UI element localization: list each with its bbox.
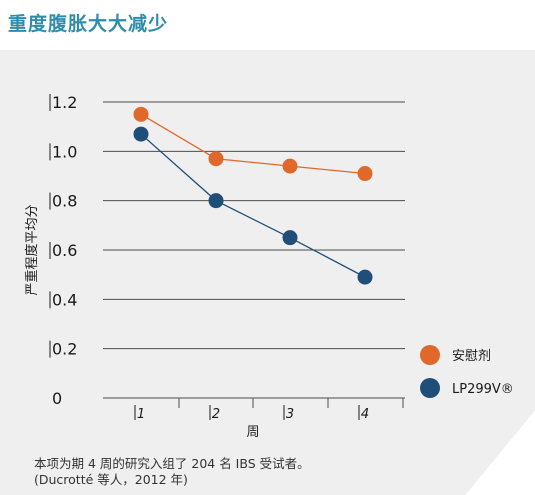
data-point: [133, 106, 149, 122]
legend-label: 安慰剂: [452, 349, 491, 364]
data-point: [208, 151, 224, 167]
x-tick-label: 1: [137, 407, 145, 422]
series-line: [140, 133, 366, 278]
study-note-line-1: 本项为期 4 周的研究入组了 204 名 IBS 受试者。: [34, 456, 310, 471]
legend-label: LP299V®: [452, 382, 514, 397]
x-tick-label: 3: [286, 407, 294, 422]
y-tick-label: 0.6: [52, 241, 77, 260]
y-tick-label: 0.4: [52, 290, 77, 309]
data-point: [282, 158, 298, 174]
y-tick-label: 0.2: [52, 340, 77, 359]
study-note-line-2: (Ducrotté 等人，2012 年): [34, 472, 188, 487]
x-tick-label: 2: [212, 407, 220, 422]
y-tick-label: 1.2: [52, 93, 77, 112]
chart-panel: [0, 50, 535, 495]
y-tick-label: 0.8: [52, 192, 77, 211]
y-axis-title: 严重程度平均分: [24, 204, 40, 295]
data-point: [282, 230, 298, 246]
series-line: [140, 113, 366, 175]
legend-marker: [420, 378, 440, 398]
data-point: [357, 269, 373, 285]
chart-title: 重度腹胀大大减少: [8, 13, 169, 35]
data-point: [208, 193, 224, 209]
y-tick-label: 0: [52, 389, 62, 408]
study-note: 本项为期 4 周的研究入组了 204 名 IBS 受试者。 (Ducrotté …: [34, 456, 310, 488]
y-tick-label: 1.0: [52, 142, 77, 161]
legend-marker: [420, 345, 440, 365]
x-tick-label: 4: [361, 407, 369, 422]
data-point: [133, 126, 149, 142]
x-axis-title: 周: [246, 425, 259, 440]
data-point: [357, 166, 373, 182]
